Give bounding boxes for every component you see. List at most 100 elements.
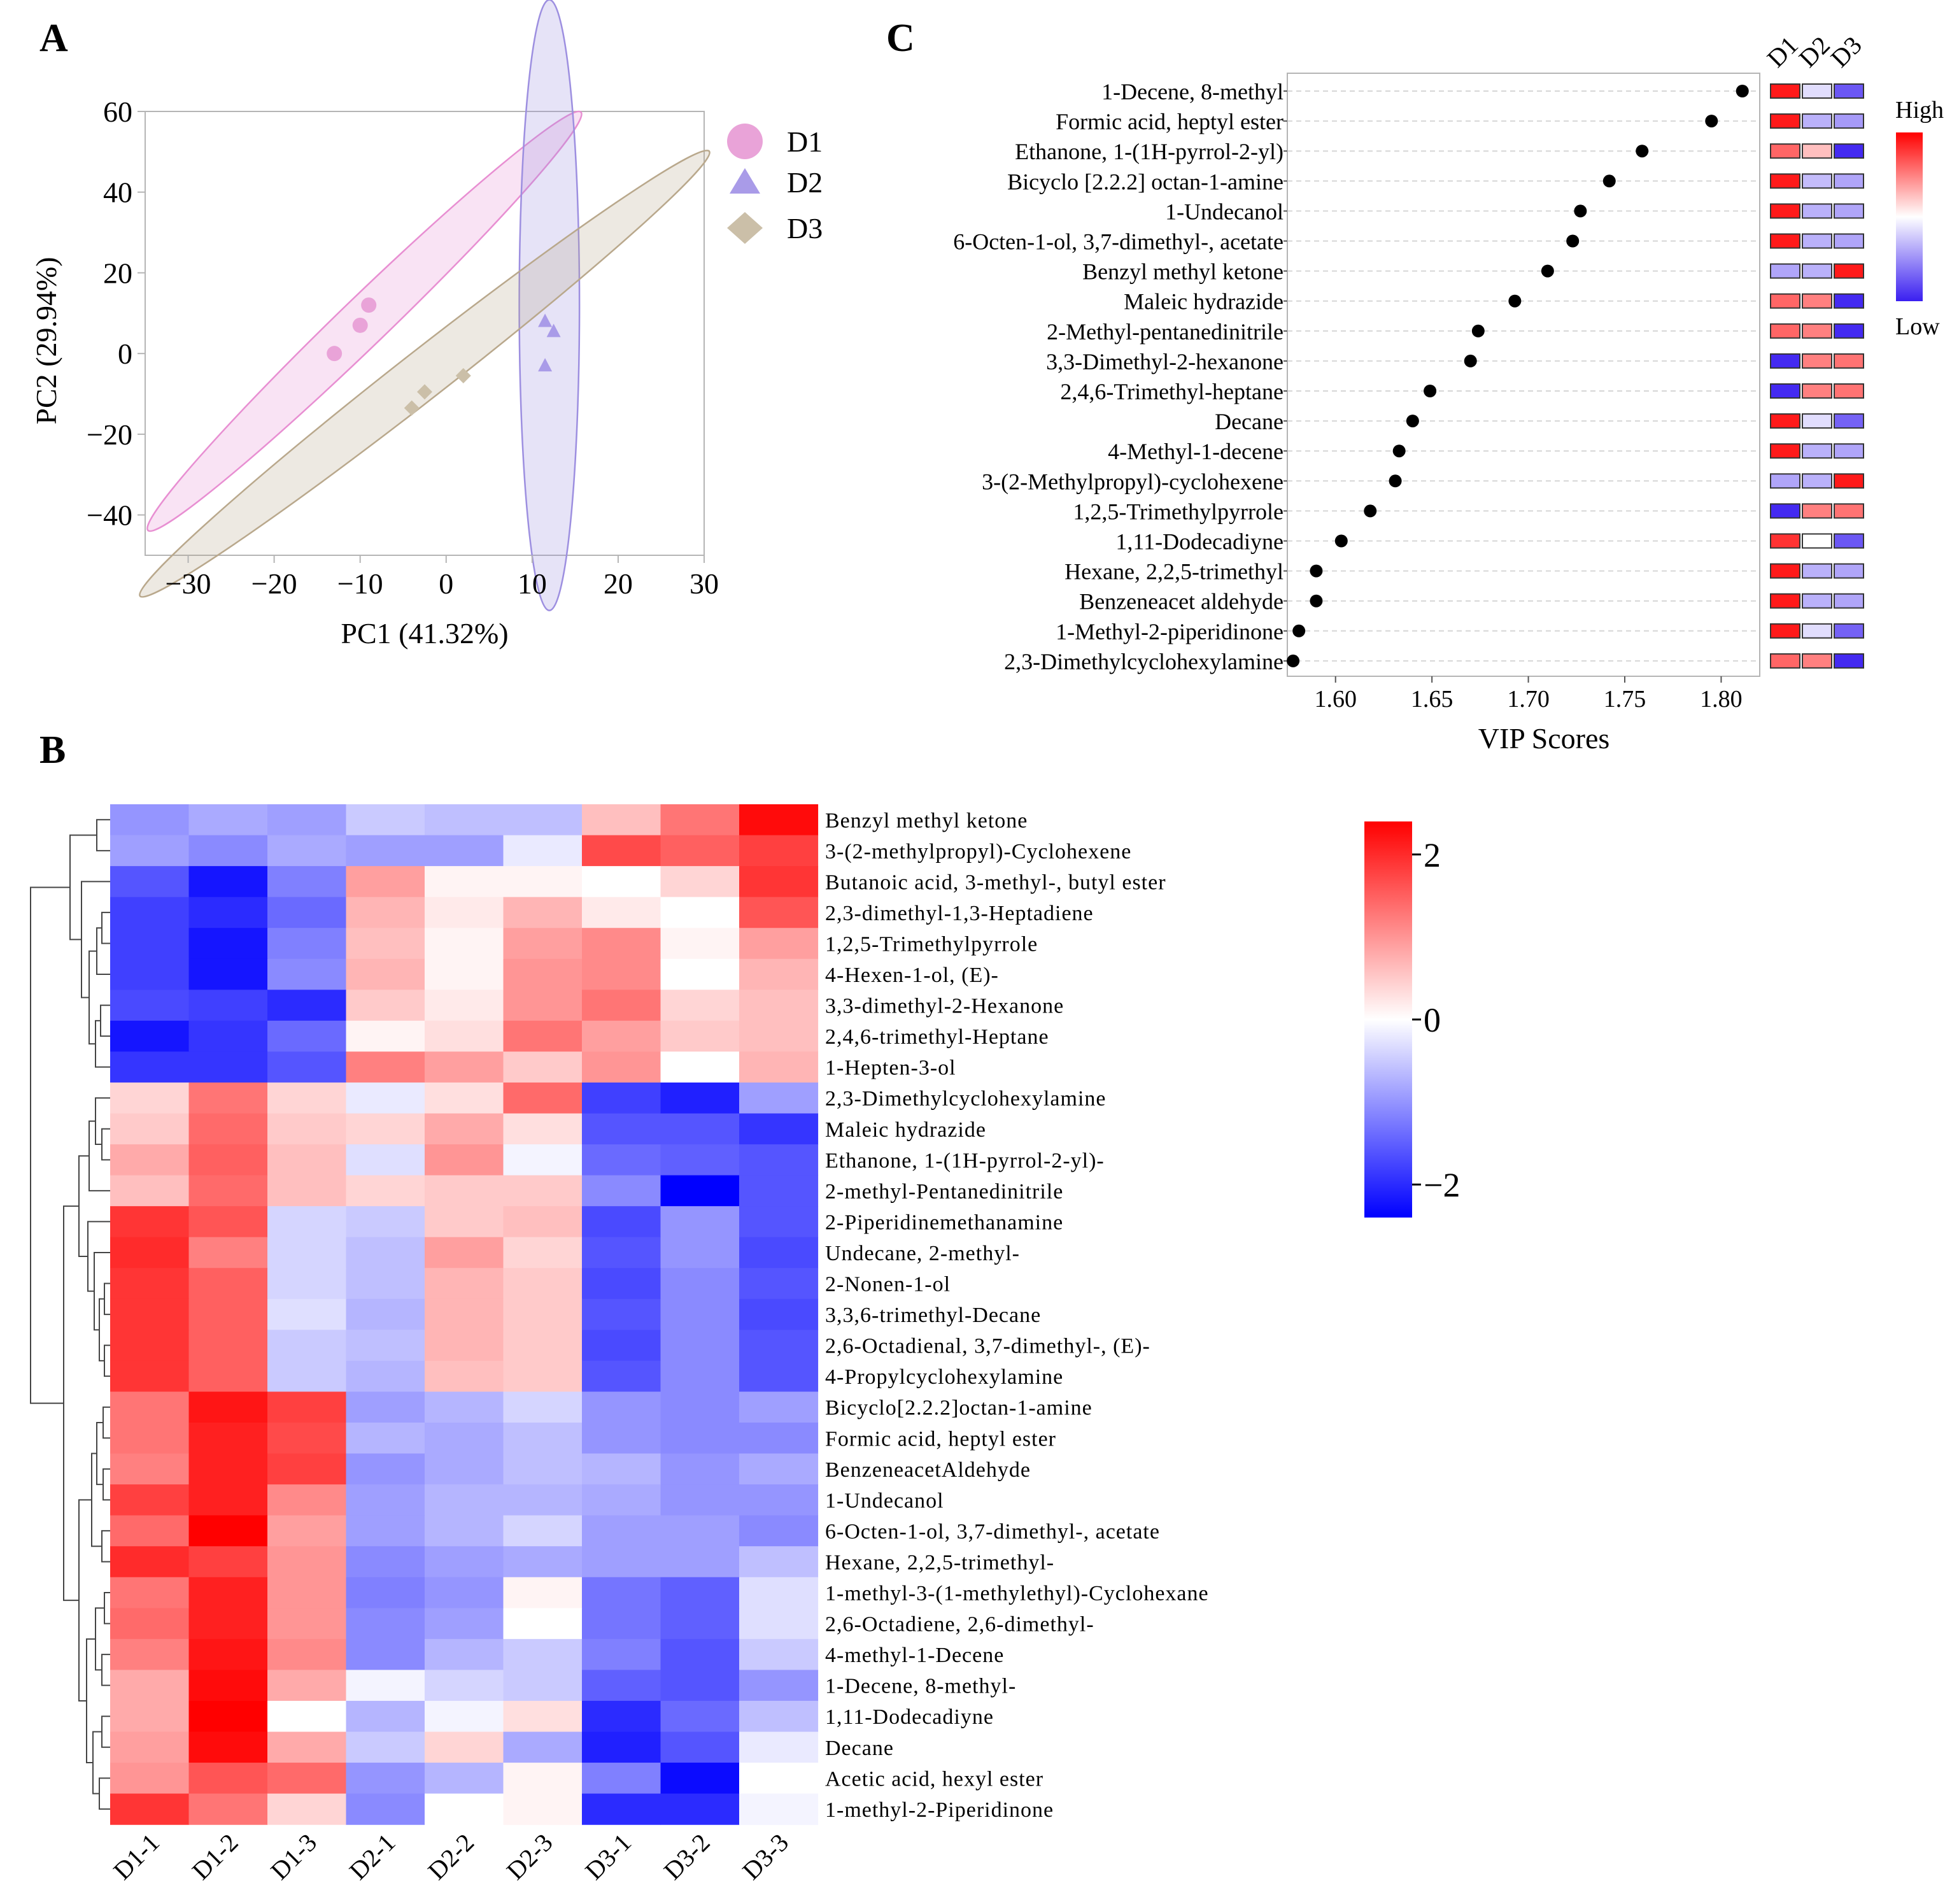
heatmap-row-label: 4-methyl-1-Decene <box>825 1644 1004 1667</box>
vip-point <box>1602 174 1616 188</box>
heatmap-cell <box>739 1423 819 1454</box>
pca-point-d1 <box>352 317 368 333</box>
vip-points <box>1287 85 1749 667</box>
vip-group-tile <box>1834 293 1864 309</box>
heatmap-cell <box>739 1577 819 1609</box>
heatmap-cell <box>188 1484 268 1516</box>
heatmap-cell <box>425 897 504 928</box>
pca-x-tick-label: −20 <box>251 567 297 600</box>
pca-y-tick-label: 20 <box>103 257 132 289</box>
heatmap-cell <box>503 1268 583 1300</box>
heatmap-cell <box>188 1175 268 1207</box>
pca-y-tick-label: 0 <box>118 337 132 370</box>
heatmap-cell <box>110 1020 190 1052</box>
panel-label-b: B <box>39 728 66 772</box>
heatmap-cell <box>582 928 661 960</box>
heatmap-cell <box>267 990 347 1021</box>
heatmap-cell <box>582 1763 661 1794</box>
heatmap-row-label: 2-methyl-Pentanedinitrile <box>825 1180 1063 1204</box>
vip-group-tile <box>1770 593 1800 609</box>
heatmap-cell <box>346 1391 425 1423</box>
heatmap-cell <box>503 1082 583 1114</box>
heatmap-cell <box>267 1453 347 1485</box>
heatmap-panel: Benzyl methyl ketone 3-(2-methylpropyl)-C… <box>30 804 1460 1886</box>
vip-group-tile <box>1770 203 1800 219</box>
vip-group-tile <box>1834 623 1864 639</box>
heatmap-cell <box>739 1608 819 1640</box>
heatmap-cell <box>425 1268 504 1300</box>
pca-plot-frame <box>145 111 705 556</box>
dendrogram-branch <box>99 1298 104 1361</box>
heatmap-cell <box>425 1793 504 1825</box>
heatmap-cell <box>188 1360 268 1393</box>
heatmap-cell <box>660 1082 740 1114</box>
heatmap-cell <box>739 1793 819 1825</box>
vip-group-tile <box>1802 353 1832 369</box>
heatmap-cell <box>110 1237 190 1268</box>
vip-group-tile <box>1834 653 1864 669</box>
vip-point <box>1310 594 1323 607</box>
heatmap-cell <box>739 1546 819 1578</box>
heatmap-cell <box>346 897 425 928</box>
heatmap-cell <box>660 1020 740 1052</box>
heatmap-cell <box>660 1391 740 1423</box>
vip-x-tick-label: 1.70 <box>1507 686 1550 713</box>
heatmap-cell <box>739 1731 819 1763</box>
heatmap-cell <box>346 958 425 990</box>
heatmap-column-label: D1-2 <box>187 1828 244 1886</box>
heatmap-cell <box>267 804 347 836</box>
vip-x-tick-label: 1.65 <box>1411 686 1453 713</box>
vip-group-tile <box>1802 263 1832 279</box>
heatmap-cell <box>425 804 504 836</box>
heatmap-cell <box>660 1763 740 1794</box>
heatmap-cell <box>503 958 583 990</box>
heatmap-cell <box>110 1670 190 1702</box>
heatmap-cell <box>582 835 661 867</box>
vip-group-tile <box>1834 383 1864 399</box>
vip-group-tile <box>1834 503 1864 519</box>
vip-legend-low: Low <box>1895 313 1940 340</box>
vip-group-tile <box>1802 383 1832 399</box>
heatmap-cell <box>110 897 190 928</box>
heatmap-cell <box>425 1237 504 1268</box>
heatmap-cell <box>188 990 268 1021</box>
heatmap-cell <box>346 928 425 960</box>
vip-group-tile <box>1770 113 1800 129</box>
heatmap-row-label: 1-Hepten-3-ol <box>825 1056 956 1080</box>
heatmap-column-label: D3-3 <box>737 1828 794 1886</box>
heatmap-cell <box>267 958 347 990</box>
panel-label-c: C <box>886 17 915 60</box>
vip-compound-label: 3-(2-Methylpropyl)-cyclohexene <box>982 469 1284 494</box>
heatmap-cell <box>188 1113 268 1145</box>
heatmap-cell <box>267 1793 347 1825</box>
vip-group-tile <box>1770 83 1800 99</box>
heatmap-cell <box>582 1144 661 1176</box>
row-dendrogram <box>30 819 110 1810</box>
dendrogram-branch <box>101 1654 110 1686</box>
heatmap-cell <box>660 1360 740 1393</box>
legend-label-d1: D1 <box>787 125 823 158</box>
heatmap-cell <box>503 835 583 867</box>
dendrogram-branch <box>104 1282 110 1316</box>
heatmap-column-label: D1-3 <box>265 1828 322 1886</box>
heatmap-cell <box>267 1391 347 1423</box>
heatmap-cell <box>582 1175 661 1207</box>
heatmap-cell <box>660 1484 740 1516</box>
vip-compound-label: Bicyclo [2.2.2] octan-1-amine <box>1007 169 1284 194</box>
vip-group-tile <box>1802 563 1832 579</box>
heatmap-cell <box>660 1051 740 1083</box>
heatmap-row-label: 6-Octen-1-ol, 3,7-dimethyl-, acetate <box>825 1520 1160 1544</box>
heatmap-row-label: 3,3-dimethyl-2-Hexanone <box>825 995 1064 1018</box>
heatmap-cell <box>346 1298 425 1330</box>
vip-compound-label: Decane <box>1215 409 1284 434</box>
pca-y-axis-label: PC2 (29.94%) <box>30 257 62 424</box>
heatmap-cell <box>110 1515 190 1547</box>
vip-group-tile <box>1834 143 1864 159</box>
heatmap-colorbar <box>1364 821 1412 1218</box>
heatmap-cell <box>110 1268 190 1300</box>
pca-confidence-ellipses <box>139 0 711 611</box>
pca-points <box>327 297 561 416</box>
heatmap-row-label: Hexane, 2,2,5-trimethyl- <box>825 1551 1054 1574</box>
heatmap-cell <box>425 1453 504 1485</box>
heatmap-cell <box>739 1237 819 1268</box>
